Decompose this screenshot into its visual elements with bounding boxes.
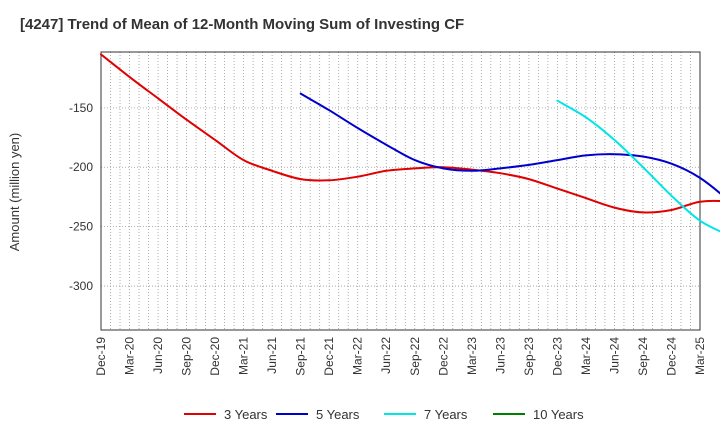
x-tick-label: Mar-21 (237, 337, 251, 375)
x-tick-label: Dec-20 (208, 337, 222, 376)
x-tick-label: Sep-22 (408, 337, 422, 376)
x-tick-label: Dec-24 (664, 337, 678, 376)
x-tick-label: Sep-23 (522, 337, 536, 376)
series-line-3-years (100, 53, 720, 214)
plot-border (100, 51, 701, 331)
x-tick-label: Sep-20 (180, 337, 194, 376)
legend-label-10-years: 10 Years (533, 407, 584, 422)
x-tick-label: Sep-21 (294, 337, 308, 376)
x-tick-label: Jun-22 (379, 337, 393, 374)
legend: 3 Years 5 Years 7 Years 10 Years (184, 407, 584, 422)
grid-lines (101, 52, 700, 330)
x-tick-label: Dec-21 (322, 337, 336, 376)
y-tick-label: -200 (69, 160, 93, 174)
y-tick-label: -300 (69, 279, 93, 293)
x-tick-label: Mar-25 (693, 337, 707, 375)
x-tick-label: Dec-19 (94, 337, 108, 376)
x-tick-label: Jun-21 (265, 337, 279, 374)
chart-title: [4247] Trend of Mean of 12-Month Moving … (20, 16, 464, 33)
legend-label-5-years: 5 Years (316, 407, 360, 422)
y-axis-label: Amount (million yen) (7, 133, 22, 252)
x-tick-label: Mar-22 (351, 337, 365, 375)
legend-label-3-years: 3 Years (224, 407, 268, 422)
x-tick-label: Dec-22 (436, 337, 450, 376)
x-tick-label: Mar-20 (123, 337, 137, 375)
y-tick-label: -150 (69, 101, 93, 115)
series-lines (100, 53, 720, 233)
x-tick-label: Mar-24 (579, 337, 593, 375)
x-tick-label: Jun-23 (493, 337, 507, 374)
x-tick-label: Jun-24 (607, 337, 621, 374)
x-tick-label: Sep-24 (636, 337, 650, 376)
x-tick-label: Jun-20 (151, 337, 165, 374)
y-tick-label: -250 (69, 220, 93, 234)
legend-label-7-years: 7 Years (424, 407, 468, 422)
series-line-7-years (556, 99, 720, 233)
x-tick-label: Mar-23 (465, 337, 479, 375)
series-line-5-years (299, 92, 720, 195)
axes: -150 -200 -250 -300 Dec-19 Mar-20 Jun-20 Sep-20… (69, 51, 707, 376)
x-tick-label: Dec-23 (550, 337, 564, 376)
